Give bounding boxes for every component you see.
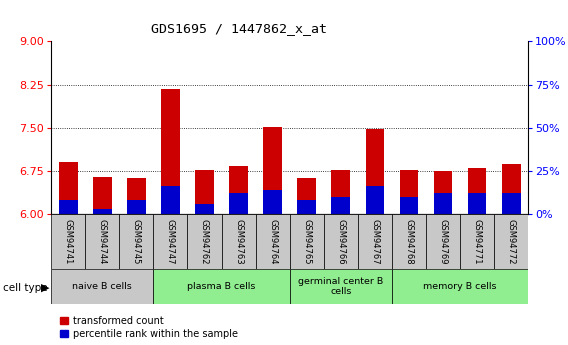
Bar (434, 193, 453, 214)
Bar (399, 170, 418, 214)
Bar (229, 166, 248, 214)
Text: plasma B cells: plasma B cells (187, 282, 256, 291)
Bar (263, 127, 282, 214)
Text: GSM94762: GSM94762 (200, 219, 209, 264)
FancyBboxPatch shape (324, 214, 358, 269)
Text: memory B cells: memory B cells (423, 282, 497, 291)
Bar (365, 186, 384, 214)
FancyBboxPatch shape (392, 214, 426, 269)
Text: GSM94764: GSM94764 (268, 219, 277, 264)
FancyBboxPatch shape (290, 269, 392, 304)
FancyBboxPatch shape (51, 269, 153, 304)
Text: GSM94766: GSM94766 (336, 219, 345, 264)
Bar (161, 89, 179, 214)
FancyBboxPatch shape (222, 214, 256, 269)
FancyBboxPatch shape (153, 214, 187, 269)
FancyBboxPatch shape (290, 214, 324, 269)
Bar (467, 168, 486, 214)
Text: germinal center B
cells: germinal center B cells (298, 277, 383, 296)
FancyBboxPatch shape (426, 214, 460, 269)
Text: GSM94768: GSM94768 (404, 219, 414, 264)
Bar (467, 193, 486, 214)
FancyBboxPatch shape (153, 269, 290, 304)
Text: GSM94765: GSM94765 (302, 219, 311, 264)
FancyBboxPatch shape (256, 214, 290, 269)
Text: GSM94769: GSM94769 (438, 219, 448, 264)
Bar (298, 178, 316, 214)
Bar (93, 209, 111, 214)
Text: GSM94745: GSM94745 (132, 219, 141, 264)
Text: GSM94741: GSM94741 (64, 219, 73, 264)
Text: GSM94772: GSM94772 (507, 219, 516, 264)
Text: GSM94767: GSM94767 (370, 219, 379, 264)
Bar (298, 200, 316, 214)
Bar (399, 197, 418, 214)
Bar (161, 186, 179, 214)
Bar (502, 193, 520, 214)
Bar (229, 193, 248, 214)
Text: GSM94771: GSM94771 (473, 219, 482, 264)
Text: GDS1695 / 1447862_x_at: GDS1695 / 1447862_x_at (151, 22, 327, 36)
Bar (332, 197, 350, 214)
Bar (127, 178, 145, 214)
FancyBboxPatch shape (358, 214, 392, 269)
Text: GSM94744: GSM94744 (98, 219, 107, 264)
Text: ▶: ▶ (41, 283, 49, 293)
Bar (332, 170, 350, 214)
FancyBboxPatch shape (85, 214, 119, 269)
Bar (195, 170, 214, 214)
Bar (502, 164, 520, 214)
Text: cell type: cell type (3, 283, 48, 293)
Bar (263, 190, 282, 214)
Bar (434, 171, 453, 214)
Bar (59, 162, 77, 214)
FancyBboxPatch shape (494, 214, 528, 269)
FancyBboxPatch shape (119, 214, 153, 269)
Text: GSM94747: GSM94747 (166, 219, 175, 264)
Text: GSM94763: GSM94763 (234, 219, 243, 264)
FancyBboxPatch shape (460, 214, 494, 269)
Bar (59, 200, 77, 214)
Legend: transformed count, percentile rank within the sample: transformed count, percentile rank withi… (56, 312, 241, 343)
FancyBboxPatch shape (187, 214, 222, 269)
Bar (127, 200, 145, 214)
FancyBboxPatch shape (392, 269, 528, 304)
Text: naive B cells: naive B cells (72, 282, 132, 291)
Bar (195, 204, 214, 214)
Bar (365, 129, 384, 214)
Bar (93, 177, 111, 214)
FancyBboxPatch shape (51, 214, 85, 269)
